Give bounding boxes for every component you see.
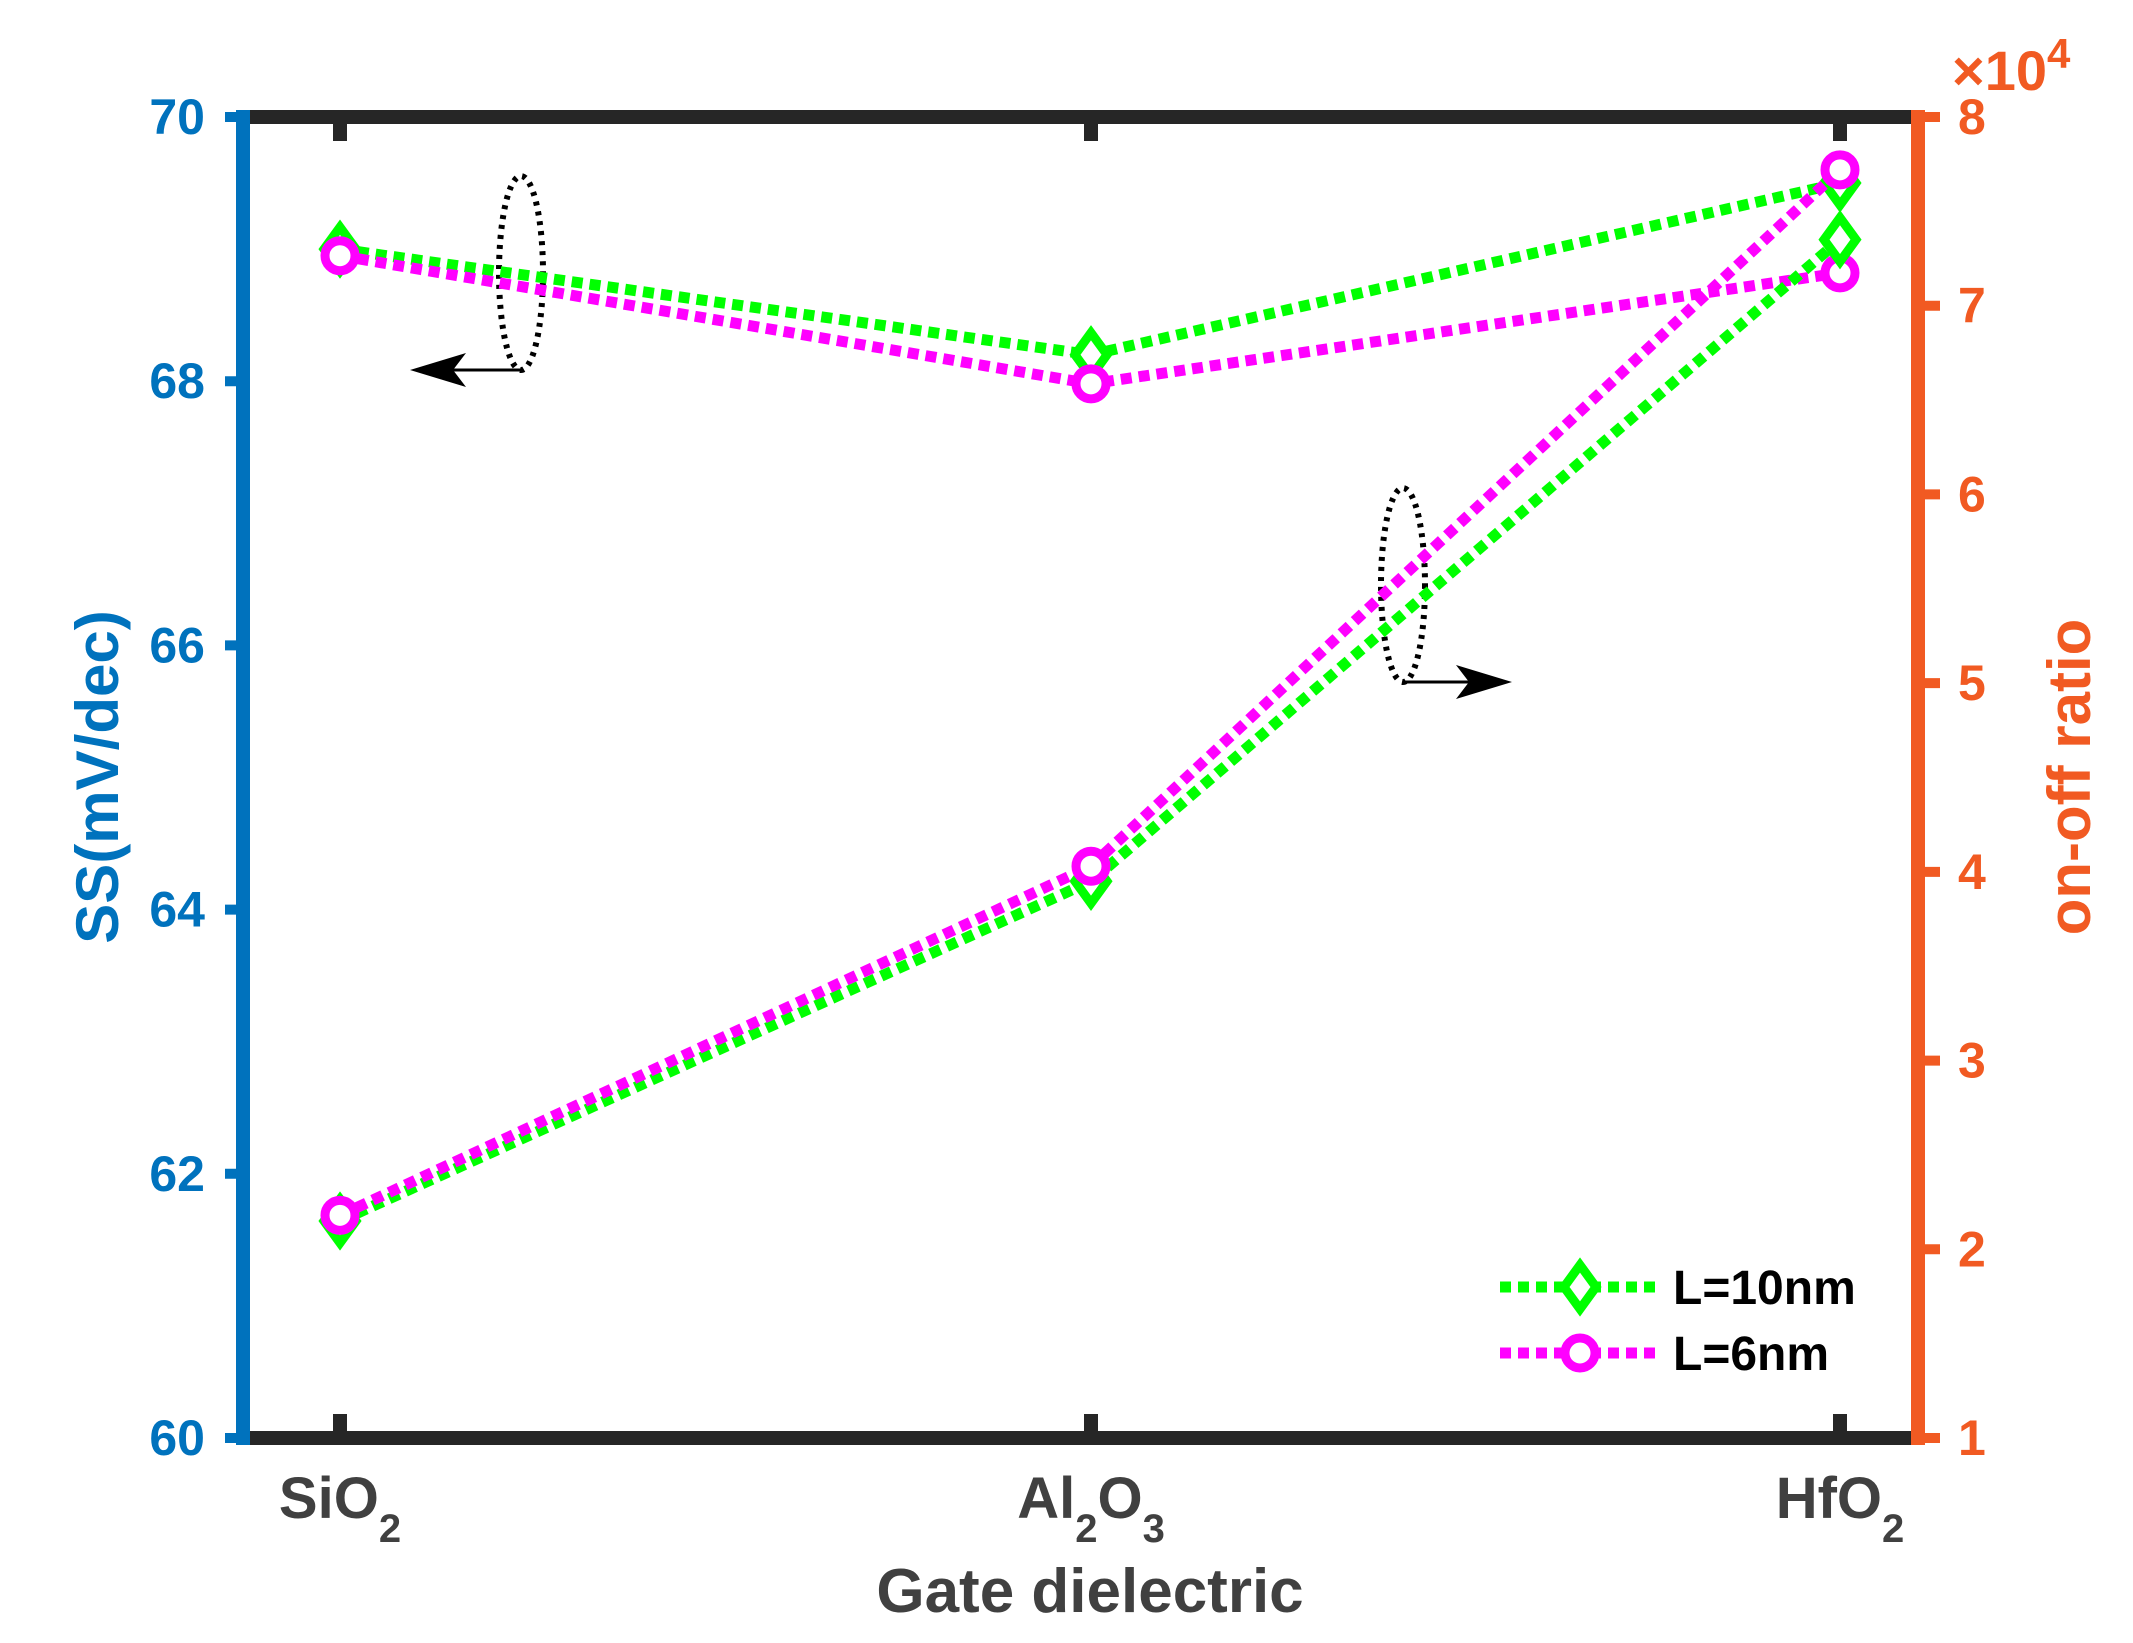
right-y-tick-label: 6 <box>1958 466 1986 522</box>
circle-marker <box>320 236 360 276</box>
right-y-axis-label: on-off ratio <box>2036 619 2103 936</box>
legend-label: L=10nm <box>1673 1262 1856 1315</box>
left-y-tick-label: 66 <box>149 617 205 673</box>
right-y-tick-label: 5 <box>1958 655 1986 711</box>
x-axis-label: Gate dielectric <box>876 1557 1303 1626</box>
left-y-axis-label: SS(mV/dec) <box>64 610 131 943</box>
diamond-marker <box>1558 1257 1602 1317</box>
right-y-tick-label: 7 <box>1958 278 1986 334</box>
right-y-tick-label: 2 <box>1958 1221 1986 1277</box>
circle-marker <box>1071 846 1111 886</box>
series-line-L=10nm-right <box>337 235 1844 1226</box>
x-tick-label: Al2O3 <box>1017 1466 1165 1551</box>
right-y-tick-label: 3 <box>1958 1033 1986 1089</box>
left-y-tick-label: 60 <box>149 1410 205 1466</box>
x-tick-label: SiO2 <box>279 1466 401 1551</box>
circle-marker <box>1560 1333 1600 1373</box>
right-y-tick-label: 4 <box>1958 844 1986 900</box>
left-arrow-head <box>410 353 466 387</box>
left-y-tick-label: 70 <box>149 89 205 145</box>
right-axis-multiplier: ×104 <box>1952 30 2071 102</box>
x-tick-label: HfO2 <box>1776 1466 1905 1551</box>
left-y-tick-label: 64 <box>149 882 205 938</box>
right-y-tick-label: 1 <box>1958 1410 1986 1466</box>
left-y-tick-label: 68 <box>149 353 205 409</box>
right-y-tick-label: 8 <box>1958 89 1986 145</box>
left-y-tick-label: 62 <box>149 1146 205 1202</box>
legend-label: L=6nm <box>1673 1328 1829 1381</box>
circle-marker <box>1820 150 1860 190</box>
circle-marker <box>320 1195 360 1235</box>
diamond-marker <box>1818 210 1862 270</box>
right-arrow-head <box>1456 665 1512 699</box>
right-series-ellipse <box>1378 485 1428 685</box>
circle-marker <box>1071 364 1111 404</box>
